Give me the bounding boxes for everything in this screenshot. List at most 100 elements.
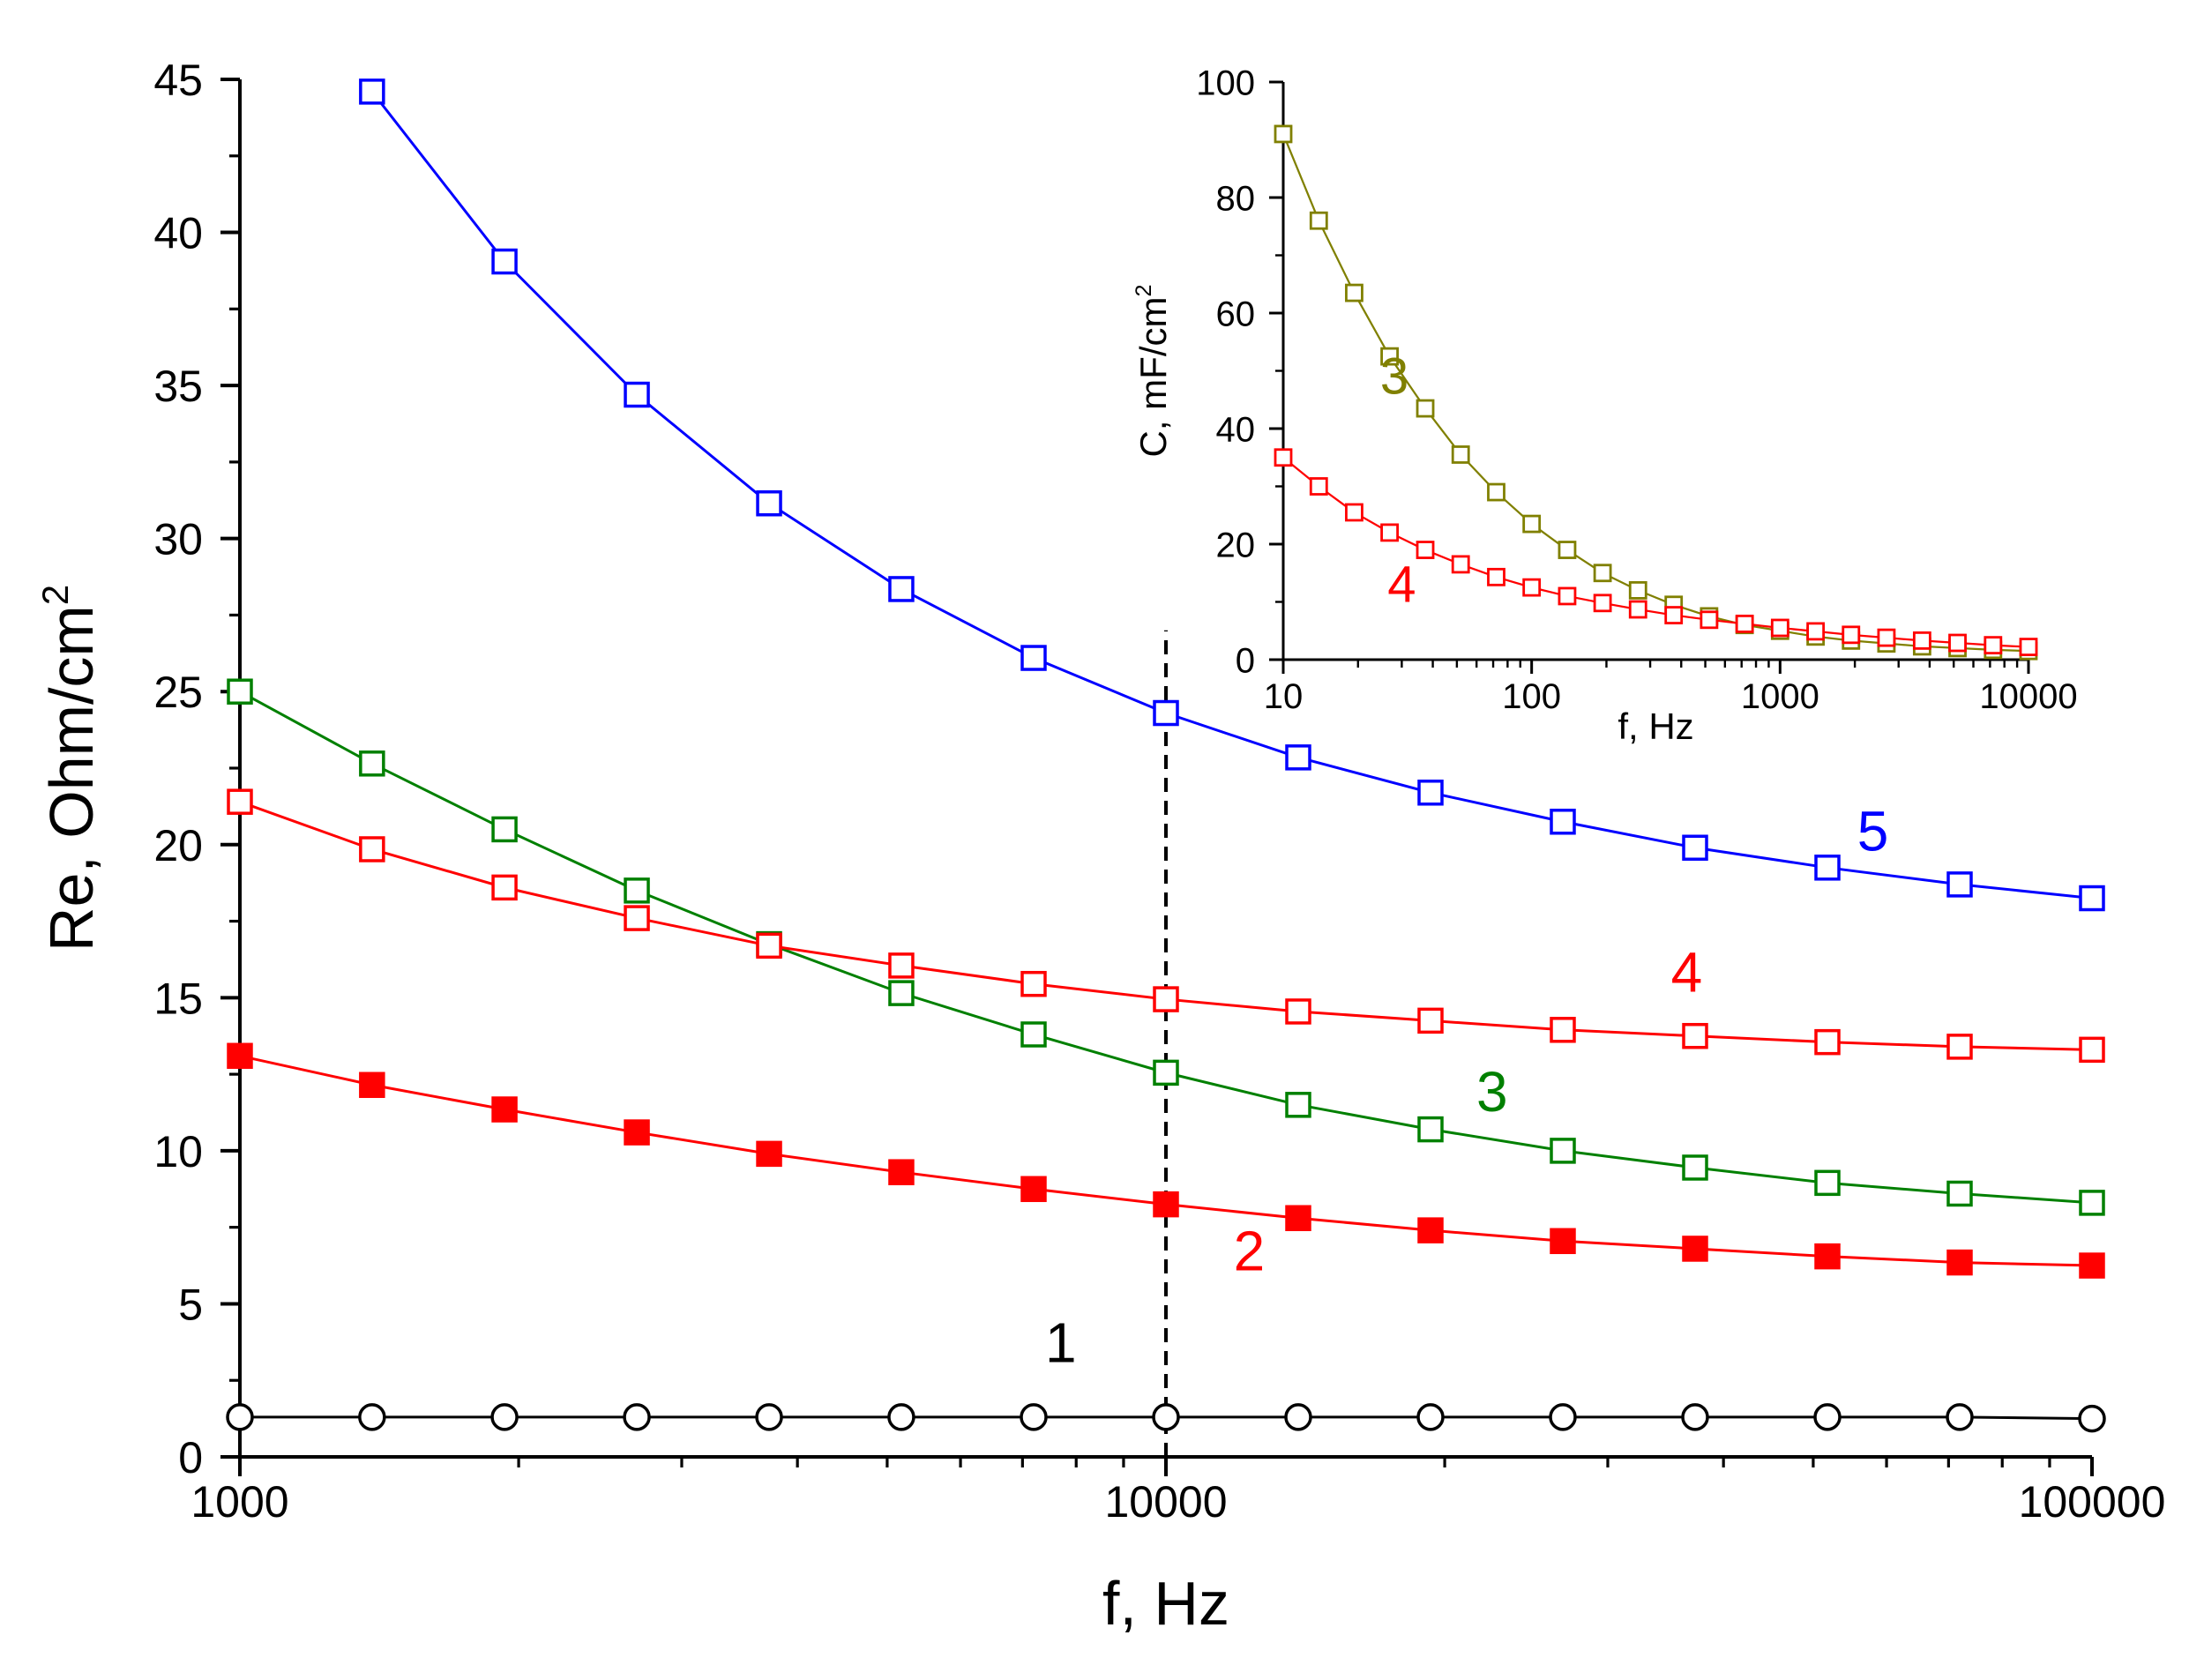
main-y-axis-title-sup: 2 [34,585,76,605]
inset-data-point [1416,399,1435,418]
main-data-point [1417,1007,1444,1034]
main-data-point [1682,1236,1708,1262]
inset-x-axis-title: f, Hz [1618,706,1693,747]
main-data-point [2079,1036,2105,1064]
inset-data-point [1948,633,1967,653]
main-data-point [1682,834,1708,861]
inset-y-axis-title: C, mF/cm2 [1132,285,1174,458]
inset-data-point [1416,541,1435,559]
inset-y-axis-title-text: C, mF/cm [1132,297,1174,458]
main-y-tick-label: 35 [153,362,203,411]
main-data-point [1549,1403,1577,1431]
main-data-point [2079,1252,2105,1279]
inset-data-point [1558,541,1577,559]
main-data-point [491,816,518,843]
main-data-point [1946,1403,1974,1431]
inset-data-point [1806,622,1826,641]
inset-data-point [1664,606,1684,624]
inset-data-point [1345,503,1363,522]
main-series-label: 2 [1234,1219,1266,1282]
main-data-point [1284,1403,1312,1431]
inset-data-point [1628,581,1647,600]
inset-data-point [1274,124,1293,144]
main-series-4: 4 [227,788,2105,1064]
inset-data-point [1380,347,1399,366]
main-data-point [1681,1403,1709,1431]
inset-data-point [1735,614,1754,633]
main-data-point [1550,1138,1576,1164]
main-data-point [888,980,915,1006]
main-series-label: 1 [1045,1310,1077,1374]
main-series-line [370,90,2093,900]
main-data-point [491,874,518,901]
main-y-tick-label: 5 [178,1280,203,1329]
inset-x-tick-label: 10000 [1979,677,2077,716]
main-series-1: 1 [226,1310,2106,1433]
main-data-point [1814,1169,1841,1197]
main-data-point [359,1071,385,1099]
main-data-point [1814,855,1841,881]
main-data-point [1550,1017,1576,1043]
inset-x-tick-label: 1000 [1741,677,1819,716]
main-data-point [359,78,385,105]
inset-series-label: 3 [1380,348,1408,406]
main-data-point [358,1403,386,1431]
inset-data-point [1345,283,1363,302]
main-data-point [1682,1154,1708,1181]
main-data-point [1020,1176,1047,1203]
main-y-tick-label: 30 [153,515,203,564]
main-data-point [1946,1034,1973,1060]
inset-data-point [1912,631,1931,650]
main-y-tick-label: 10 [153,1127,203,1176]
inset-data-point [1451,445,1470,464]
inset-data-point [1593,594,1612,613]
main-data-point [2079,1190,2105,1216]
main-data-point [2078,1404,2106,1433]
main-data-point [1814,1028,1841,1056]
inset-x-tick-label: 100 [1502,677,1561,716]
main-data-point [491,1096,518,1123]
inset-data-point [1984,636,2003,655]
main-x-tick-label: 10000 [1104,1477,1227,1527]
main-data-point [887,1403,915,1431]
main-series-label: 3 [1476,1060,1508,1124]
main-series-2: 2 [227,1042,2105,1282]
main-y-tick-label: 45 [153,56,203,105]
main-data-point [1020,970,1047,997]
inset-data-point [1380,523,1399,542]
inset-y-tick-label: 100 [1196,63,1255,102]
main-data-point [624,877,650,904]
inset-series-label: 4 [1387,556,1416,614]
main-data-point [1153,1059,1179,1086]
main-series-label: 4 [1671,940,1703,1004]
main-data-point [1416,1403,1445,1431]
main-data-point [755,1403,783,1431]
main-data-point [1550,1228,1576,1255]
inset-y-tick-label: 40 [1216,410,1256,449]
inset-x-tick-label: 10 [1264,677,1304,716]
main-y-tick-label: 0 [178,1433,203,1482]
main-data-point [624,905,650,931]
main-data-point [888,576,915,602]
main-data-point [359,750,385,777]
main-y-axis-title-text: Re, Ohm/cm [37,605,106,952]
inset-data-point [2019,638,2038,656]
main-data-point [1417,1217,1444,1243]
main-data-point [2079,885,2105,912]
main-data-point [227,1042,253,1070]
main-data-point [1285,1205,1311,1232]
main-data-point [227,788,253,815]
inset-data-point [1877,628,1896,647]
main-data-point [1814,1243,1841,1270]
main-data-point [624,381,650,408]
inset-chart: 10 100 1000 10000 0 20 40 60 80 100 f, Hz C, mF/cm2… [1132,63,2077,747]
inset-data-point [1487,567,1505,586]
inset-series-4: 4 [1274,448,2038,656]
main-data-point [1152,1403,1180,1431]
main-data-point [1285,744,1311,771]
main-data-point [227,678,253,705]
inset-series-3: 3 [1274,124,2038,661]
inset-data-point [1558,586,1577,606]
